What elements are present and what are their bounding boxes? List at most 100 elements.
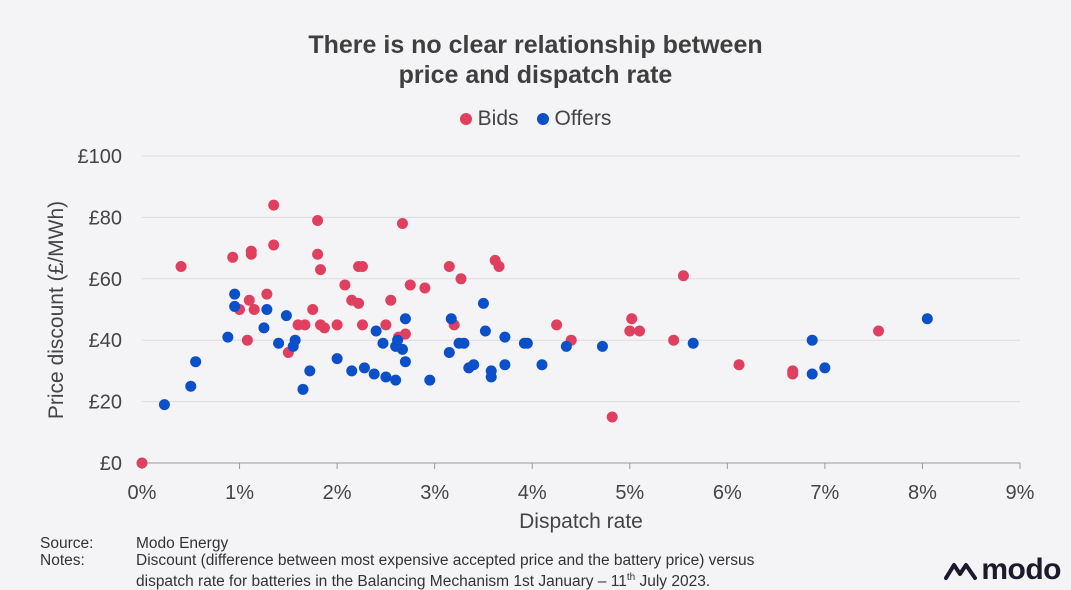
point-offers <box>380 371 392 383</box>
x-tick-label: 0% <box>128 482 157 504</box>
point-bids <box>634 325 646 337</box>
source-text: Modo Energy <box>136 535 229 552</box>
point-offers <box>392 334 404 346</box>
data-points <box>136 199 933 469</box>
point-bids <box>404 279 416 291</box>
point-bids <box>443 261 455 273</box>
point-bids <box>551 319 563 331</box>
point-offers <box>390 374 402 386</box>
x-axis-label: Dispatch rate <box>519 510 643 533</box>
point-bids <box>396 218 408 230</box>
chart-footer: Source: Modo Energy Notes: Discount (dif… <box>40 535 754 590</box>
point-bids <box>353 297 365 309</box>
title-line-2: price and dispatch rate <box>398 61 673 89</box>
point-bids <box>606 411 618 423</box>
source-label: Source: <box>40 535 94 552</box>
point-offers <box>185 380 197 392</box>
point-bids <box>243 294 255 306</box>
x-tick-label: 2% <box>323 482 352 504</box>
gridlines <box>142 155 1020 464</box>
point-offers <box>921 313 933 325</box>
point-offers <box>304 365 316 377</box>
x-tick-label: 3% <box>420 482 449 504</box>
point-offers <box>370 325 382 337</box>
point-offers <box>458 337 470 349</box>
x-tick-label: 5% <box>615 482 644 504</box>
point-bids <box>380 319 392 331</box>
point-bids <box>733 359 745 371</box>
modo-logo: modo <box>944 553 1061 587</box>
scatter-chart: £0£20£40£60£80£100 0% 1% 2% 3% 4% 5% 6% 7% 8% 9% … <box>45 146 1035 533</box>
point-offers <box>261 304 273 315</box>
point-bids <box>227 251 239 263</box>
legend-item-offers: Offers <box>536 107 612 131</box>
y-tick-label: £80 <box>89 207 122 229</box>
y-tick-label: £0 <box>100 453 122 475</box>
point-bids <box>419 282 431 294</box>
point-offers <box>158 399 170 411</box>
point-bids <box>307 304 319 315</box>
title-line-1: There is no clear relationship between <box>308 31 763 59</box>
point-bids <box>668 334 680 346</box>
point-bids <box>385 294 397 306</box>
legend-swatch-offers <box>536 113 549 125</box>
point-bids <box>356 261 368 273</box>
point-offers <box>399 313 411 325</box>
x-tick-label: 1% <box>225 482 254 504</box>
point-offers <box>499 359 511 371</box>
point-offers <box>273 337 285 349</box>
logo-text: modo <box>981 553 1061 586</box>
point-offers <box>485 371 497 383</box>
point-bids <box>315 264 327 276</box>
point-offers <box>468 359 480 371</box>
point-offers <box>331 353 343 365</box>
point-offers <box>687 337 699 349</box>
point-offers <box>521 337 533 349</box>
point-bids <box>175 261 187 273</box>
point-offers <box>424 374 436 386</box>
point-bids <box>356 319 368 331</box>
point-offers <box>596 340 608 352</box>
chart-legend: Bids Offers <box>0 107 1071 131</box>
point-offers <box>289 334 301 346</box>
point-offers <box>190 356 202 368</box>
notes-line-2: dispatch rate for batteries in the Balan… <box>136 573 627 590</box>
point-offers <box>229 288 241 300</box>
point-offers <box>229 300 241 312</box>
legend-label-offers: Offers <box>554 107 612 130</box>
point-bids <box>268 199 280 211</box>
y-tick-label: £100 <box>78 146 123 168</box>
y-tick-labels: £0 £20 £40 £60 £80 £100 <box>78 146 123 475</box>
point-offers <box>445 313 457 325</box>
point-bids <box>241 334 253 346</box>
legend-swatch-bids <box>459 113 472 125</box>
point-offers <box>477 297 489 309</box>
point-offers <box>399 356 411 368</box>
point-bids <box>331 319 343 331</box>
point-bids <box>677 270 689 282</box>
point-offers <box>377 337 389 349</box>
point-offers <box>358 362 370 374</box>
notes-line-2-end: July 2023. <box>635 573 711 590</box>
point-bids <box>245 248 257 260</box>
notes-row: Notes: Discount (difference between most… <box>40 552 754 590</box>
x-tick-label: 8% <box>908 482 937 504</box>
x-tick-labels: 0% 1% 2% 3% 4% 5% 6% 7% 8% 9% <box>128 463 1035 504</box>
legend-item-bids: Bids <box>459 107 519 131</box>
point-bids <box>312 214 324 226</box>
point-offers <box>280 310 292 322</box>
point-bids <box>261 288 273 300</box>
point-offers <box>499 331 511 343</box>
point-bids <box>455 273 467 285</box>
point-bids <box>312 248 324 260</box>
point-bids <box>339 279 351 291</box>
x-tick-label: 4% <box>518 482 547 504</box>
point-bids <box>299 319 311 331</box>
notes-line-1: Discount (difference between most expens… <box>136 552 755 569</box>
y-tick-label: £40 <box>89 330 122 352</box>
point-offers <box>222 331 234 343</box>
point-offers <box>346 365 358 377</box>
point-offers <box>806 334 818 346</box>
chart-title: There is no clear relationship between p… <box>0 30 1071 90</box>
point-offers <box>819 362 831 374</box>
